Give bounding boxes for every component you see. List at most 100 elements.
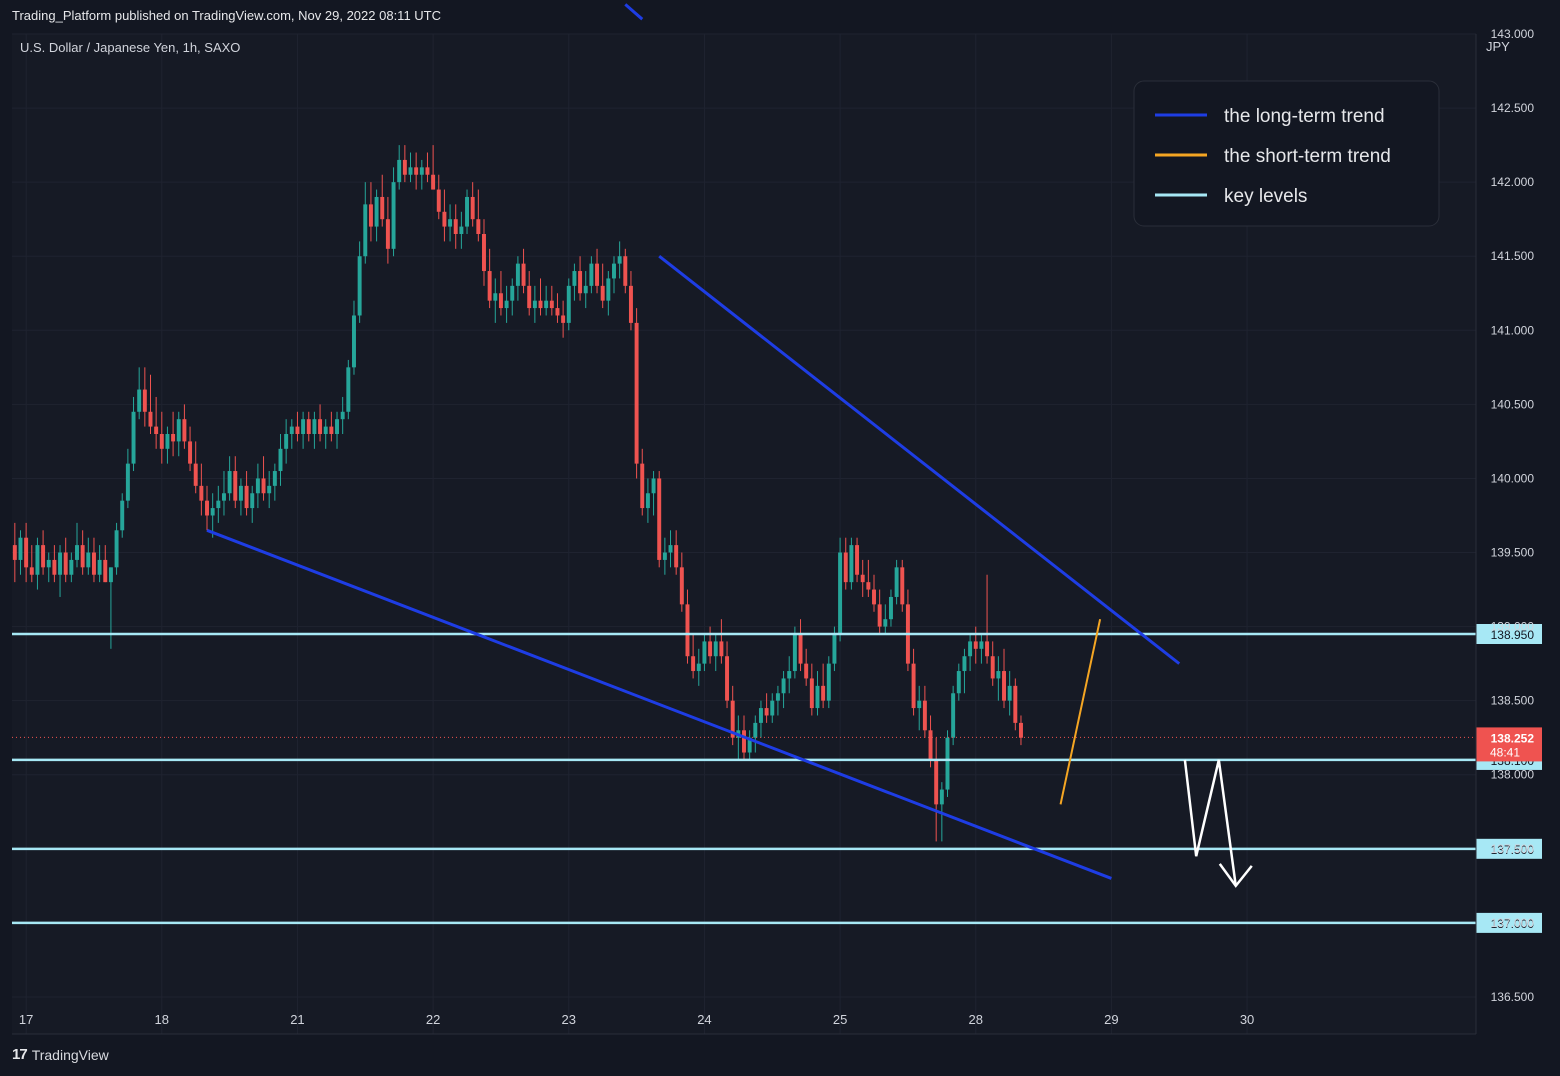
candle-body [612,263,616,279]
candle-body [1013,685,1018,723]
candle-body [18,537,23,560]
candle-body [826,663,831,701]
candle-body [566,285,571,323]
candle-body [255,478,260,494]
candle-body [142,389,147,412]
candle-body [730,700,735,738]
candle-body [58,552,63,575]
candle-body [86,552,91,568]
candle-body [798,634,803,664]
candle-body [29,567,34,575]
candle-body [1002,671,1006,701]
candle-body [114,530,119,568]
candle-body [154,426,159,434]
candle-body [527,285,532,309]
legend-entry: key levels [1224,186,1307,207]
candle-body [425,167,430,175]
candle-body [69,559,74,575]
symbol-label: U.S. Dollar / Japanese Yen, 1h, SAXO [20,40,240,55]
price-tick-label: 136.500 [1491,990,1535,1004]
candle-body [787,671,792,679]
price-axis[interactable]: 136.500 137.000 137.500 138.000 138.500 139.0… [1491,27,1535,1004]
candle-body [419,167,424,175]
candle-body [414,167,419,175]
time-tick-label: 22 [426,1012,440,1027]
price-tick-label: 141.500 [1491,249,1535,263]
candle-body [442,211,447,227]
candle-body [103,559,108,583]
candle-body [951,693,956,738]
candle-body [538,300,543,309]
time-tick-label: 17 [19,1012,33,1027]
candle-body [368,204,373,227]
time-tick-label: 29 [1104,1012,1118,1027]
candle-body [470,196,475,220]
candle-body [962,656,967,672]
candle-body [482,234,486,272]
candle-body [781,678,786,694]
key-level-label: 137.000 [1491,917,1535,931]
legend-entry: the short-term trend [1224,146,1391,167]
time-axis[interactable]: 17 18 21 22 23 24 25 28 29 30 [19,1012,1254,1027]
candle-body [838,552,843,634]
candle-body [402,159,407,175]
candle-body [351,315,356,368]
price-tick-label: 143.000 [1491,27,1535,41]
candle-body [928,730,933,760]
legend-box [1133,80,1440,227]
candle-body [792,634,797,672]
price-chart[interactable]: 138.950138.100137.500137.000138.25248:41… [0,0,1560,1046]
candle-body [318,419,323,434]
candle-body [855,545,860,575]
projection-arrowhead [1218,863,1253,888]
candle-body [623,256,628,286]
candle-body [747,737,752,753]
candle-body [199,485,204,501]
tradingview-brand[interactable]: 17 TradingView [12,1046,109,1063]
candle-body [985,641,990,657]
candle-body [634,322,639,464]
candle-body [821,685,826,701]
candles [12,145,1023,842]
long-term-trend-line [206,528,1112,880]
candle-body [606,278,611,301]
candle-body [549,300,554,309]
candle-body [504,300,509,309]
candle-body [917,700,922,709]
candle-body [662,552,667,560]
candle-body [572,271,577,286]
candle-body [595,263,600,286]
candle-body [80,545,85,568]
candle-body [775,693,780,701]
candle-body [176,419,181,442]
candle-body [244,485,249,509]
key-level-tag [1476,912,1542,933]
candle-body [137,389,142,412]
time-tick-label: 24 [697,1012,711,1027]
projection-path [1183,759,1238,887]
time-tick-label: 28 [969,1012,983,1027]
candle-body [657,478,662,560]
candle-body [75,545,79,560]
candle-body [12,545,17,560]
candle-body [148,411,153,427]
candle-body [335,419,339,434]
candle-body [250,493,255,509]
candle-body [719,641,724,657]
price-tick-label: 138.000 [1491,768,1535,782]
candle-body [431,174,436,190]
candle-body [323,426,328,434]
candle-body [934,759,939,805]
candle-body [46,559,51,568]
candle-body [385,219,390,249]
trend-lines [206,3,1253,888]
candle-body [832,634,837,664]
price-tick-label: 139.500 [1491,546,1535,560]
price-tick-label: 142.500 [1491,101,1535,115]
legend-entry: the long-term trend [1224,106,1385,127]
candle-body [877,604,882,627]
candle-body [900,567,905,605]
candle-body [35,545,40,575]
candle-body [205,500,209,516]
candle-body [521,263,526,286]
